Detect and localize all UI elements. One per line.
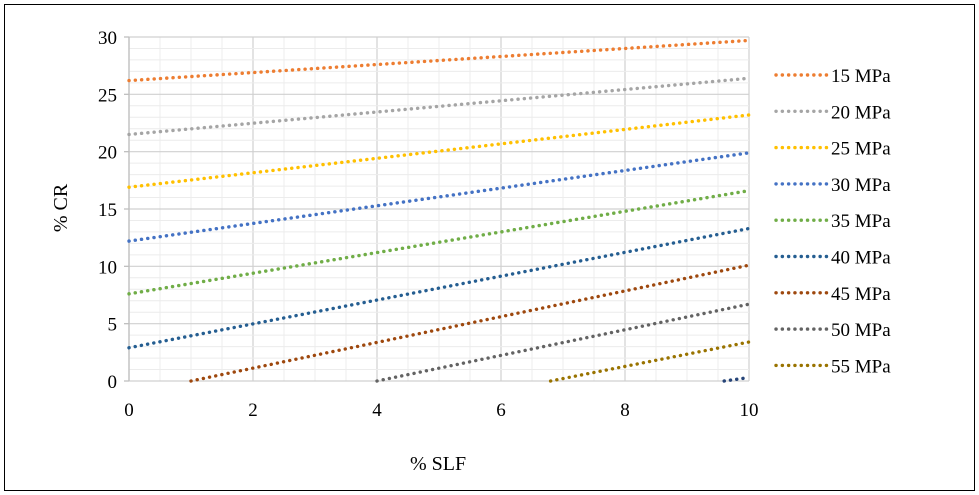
legend-item: 55 MPa xyxy=(774,356,891,377)
legend-item: 20 MPa xyxy=(774,102,891,123)
y-tick-label: 15 xyxy=(98,200,117,221)
legend-item: 50 MPa xyxy=(774,320,891,341)
legend-item: 35 MPa xyxy=(774,211,891,232)
x-tick-label: 6 xyxy=(496,400,506,421)
axes xyxy=(124,36,130,382)
legend-label: 15 MPa xyxy=(831,66,891,87)
x-tick-label: 10 xyxy=(740,400,759,421)
legend-label: 50 MPa xyxy=(831,320,891,341)
legend-item: 40 MPa xyxy=(774,248,891,269)
y-tick-label: 25 xyxy=(98,85,117,106)
legend-label: 20 MPa xyxy=(831,102,891,123)
legend-label: 55 MPa xyxy=(831,356,891,377)
y-tick-label: 30 xyxy=(98,28,117,49)
x-tick-label: 0 xyxy=(124,400,134,421)
legend-item: 45 MPa xyxy=(774,284,891,305)
x-tick-label: 4 xyxy=(372,400,382,421)
legend-label: 45 MPa xyxy=(831,284,891,305)
legend-label: 25 MPa xyxy=(831,139,891,160)
y-tick-label: 5 xyxy=(108,315,118,336)
y-tick-label: 10 xyxy=(98,257,117,278)
chart-frame xyxy=(4,4,975,491)
series-line-50-mpa xyxy=(375,302,751,383)
legend-label: 35 MPa xyxy=(831,211,891,232)
legend-label: 40 MPa xyxy=(831,248,891,269)
series-line-55-mpa xyxy=(548,340,751,383)
series-line-15-mpa xyxy=(127,38,751,83)
series-line-40-mpa xyxy=(127,226,751,350)
series-line-45-mpa xyxy=(189,263,751,383)
legend-label: 30 MPa xyxy=(831,175,891,196)
series-lines xyxy=(127,38,751,383)
legend-item: 25 MPa xyxy=(774,139,891,160)
x-tick-label: 8 xyxy=(620,400,630,421)
y-tick-label: 20 xyxy=(98,143,117,164)
series-line-unlabeled-9 xyxy=(722,375,751,383)
series-line-30-mpa xyxy=(127,151,751,243)
y-tick-label: 0 xyxy=(108,372,118,393)
x-axis-title: % SLF xyxy=(410,453,466,475)
x-tick-label: 2 xyxy=(248,400,258,421)
legend-item: 30 MPa xyxy=(774,175,891,196)
legend-item: 15 MPa xyxy=(774,66,891,87)
series-line-35-mpa xyxy=(127,188,751,296)
legend: 15 MPa 20 MPa 25 MPa 30 MPa 35 MPa 40 MPa 45 M… xyxy=(774,66,891,377)
tick-labels: 0 2 4 6 8 10 0 5 10 15 20 25 30 xyxy=(98,28,759,421)
y-axis-title: % CR xyxy=(50,183,72,232)
